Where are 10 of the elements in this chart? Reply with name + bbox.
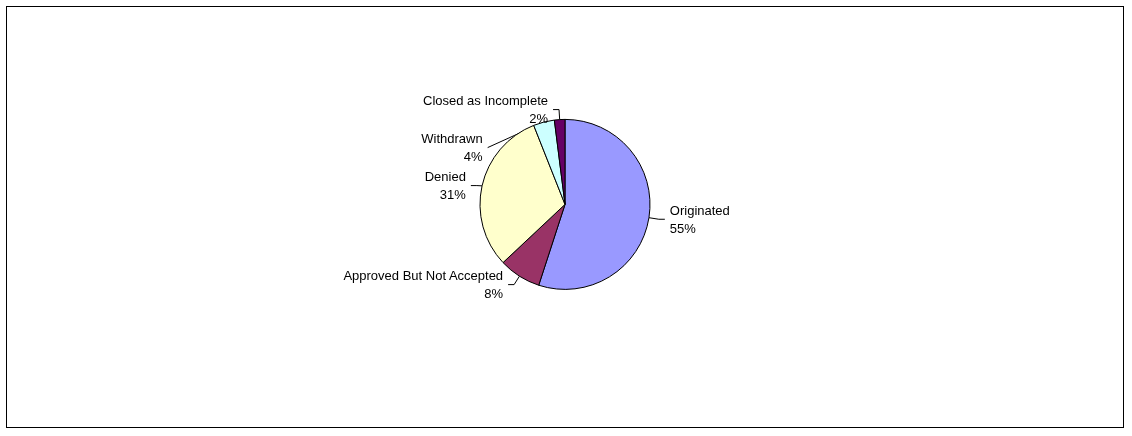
slice-label: Denied: [424, 169, 466, 185]
data-label: 8%: [484, 286, 504, 302]
data-label: 55%: [669, 220, 697, 236]
slice-label: Closed as Incomplete: [423, 93, 549, 109]
data-label: 31%: [439, 187, 467, 203]
data-label: 2%: [529, 111, 549, 127]
slice-label: Approved But Not Accepted: [343, 268, 504, 284]
slice-label: Withdrawn: [421, 131, 483, 147]
data-label: 4%: [463, 149, 484, 165]
slice-label: Originated: [669, 202, 730, 218]
